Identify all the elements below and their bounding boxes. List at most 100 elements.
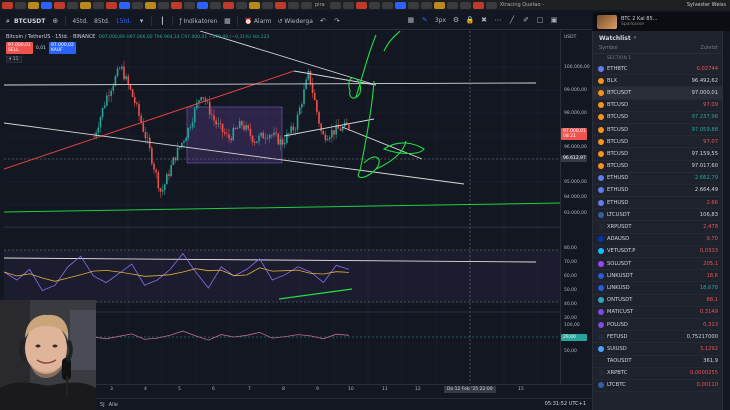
browser-tab[interactable] [262, 1, 273, 9]
support-green-line[interactable] [3, 202, 561, 213]
column-symbol[interactable]: Symbol [599, 45, 618, 51]
watchlist-row[interactable]: BTCUSD 97.09 [593, 100, 722, 112]
eraser-icon[interactable]: □ [536, 16, 544, 24]
browser-tab[interactable] [485, 1, 497, 9]
browser-tab[interactable] [381, 1, 393, 9]
browser-tab[interactable] [275, 1, 286, 9]
symbol-search[interactable]: ⌕ BTCUSDT [4, 17, 45, 25]
sell-button[interactable]: 97.000,01 SELL [6, 42, 33, 54]
timeframe-button-active[interactable]: 15td. [115, 17, 132, 25]
resistance-horizontal-line[interactable] [3, 82, 537, 86]
wedge-upper-line[interactable] [293, 70, 377, 86]
hand-drawn-arrow[interactable] [383, 30, 401, 52]
browser-tab[interactable] [119, 1, 130, 9]
watchlist-row[interactable]: ADAUSD 0,70 [593, 234, 722, 246]
watchlist-row[interactable]: TAOUSDT 361,9 [593, 356, 722, 368]
descending-trendline-upper[interactable] [199, 30, 377, 86]
watchlist-row[interactable]: LTCUSDT 106,83 [593, 209, 722, 222]
browser-tab[interactable] [288, 1, 299, 9]
watchlist-row[interactable]: BTCUSD 97.159,55 [593, 148, 722, 161]
watchlist-row[interactable]: BTCUSD 97.017,60 [593, 161, 722, 173]
browser-tab[interactable] [459, 1, 471, 9]
browser-tab[interactable] [368, 1, 380, 9]
image-icon[interactable]: ▣ [550, 16, 558, 24]
alert-button[interactable]: ⏰ Alarm [244, 17, 272, 25]
price-chart[interactable] [3, 30, 561, 384]
range-all-button[interactable]: Alle [108, 401, 118, 408]
clock[interactable]: 05:31:52 UTC+1 [544, 401, 586, 407]
redo-icon[interactable]: ↷ [334, 17, 340, 25]
watchlist-row[interactable]: BTCUSD 97.07 [593, 136, 722, 149]
watchlist-row[interactable]: LINKUSD 18,678 [593, 282, 722, 295]
browser-tab[interactable] [80, 1, 91, 9]
browser-tab[interactable] [28, 1, 39, 9]
browser-tab[interactable] [184, 1, 195, 9]
browser-tab[interactable] [197, 1, 208, 9]
watchlist-row[interactable]: MATICUST 0,3149 [593, 307, 722, 319]
browser-tab[interactable] [158, 1, 169, 9]
watchlist-row[interactable]: ONTUSDT 88,1 [593, 295, 722, 307]
timeframe-button[interactable]: 45td. [72, 17, 89, 25]
watchlist-row[interactable]: ETHUSD 2.664,49 [593, 185, 722, 198]
consolidation-rectangle[interactable] [186, 106, 283, 164]
browser-tab[interactable] [171, 1, 182, 9]
browser-tab[interactable] [472, 1, 484, 9]
browser-tab[interactable] [329, 1, 341, 9]
watchlist-row[interactable]: LINKUSDT 18,6 [593, 270, 722, 283]
grid-icon[interactable]: ▦ [407, 16, 415, 24]
lock-icon[interactable]: 🔒 [465, 16, 475, 24]
browser-tab[interactable] [15, 1, 26, 9]
stroke-width-select[interactable]: 3px [434, 16, 446, 24]
watchlist-row[interactable]: BTCUSD 97.059,88 [593, 124, 722, 137]
watchlist-row[interactable]: SUIUSD 3,1292 [593, 343, 722, 356]
indicators-collapse-toggle[interactable]: ▾ 11 [6, 56, 22, 63]
range-5y-button[interactable]: 5J [100, 401, 105, 408]
watchlist-row[interactable]: VETUSDT.P 0,0333 [593, 246, 722, 258]
browser-tab[interactable] [223, 1, 234, 9]
browser-tab-label[interactable]: Xtracing Quetao - [499, 2, 544, 8]
indicators-button[interactable]: ƒ Indikatoren [179, 17, 218, 25]
browser-tab[interactable] [41, 1, 52, 9]
user-profile-label[interactable]: Sylvester Weiss [686, 2, 726, 8]
undo-icon[interactable]: ↶ [320, 17, 326, 25]
watchlist-row[interactable]: LTCBTC 0,00110 [593, 380, 722, 393]
browser-tab[interactable] [355, 1, 367, 9]
browser-tab[interactable] [236, 1, 247, 9]
settings-icon[interactable]: ⚙ [452, 16, 460, 24]
pen-icon[interactable]: ✐ [523, 16, 529, 24]
watchlist-row[interactable]: BLX 96.492,62 [593, 75, 722, 88]
red-trendline[interactable] [3, 70, 295, 170]
pencil-icon[interactable]: ✎ [421, 16, 428, 24]
watchlist-row[interactable]: XRPUSDT 2,478 [593, 221, 722, 234]
browser-tab[interactable] [420, 1, 432, 9]
browser-tab[interactable] [301, 1, 312, 9]
notification-card[interactable]: BTC 2 Kal 85... Sparkasse [593, 12, 730, 31]
column-last[interactable]: Zuletzt [700, 45, 718, 51]
watchlist-row[interactable]: POLUSD 0,313 [593, 319, 722, 332]
trash-icon[interactable]: ✖ [481, 16, 487, 24]
descending-trendline-lower[interactable] [3, 122, 465, 185]
price-scale[interactable]: USDT 100.000,00 99.000,00 98.000,00 96.0… [560, 31, 592, 384]
watchlist-row[interactable]: ETHUSD 2.66 [593, 197, 722, 210]
hand-drawn-annotation[interactable] [348, 34, 425, 179]
chevron-down-icon[interactable]: ▾ [139, 17, 144, 25]
brush-icon[interactable]: ╱ [509, 16, 515, 24]
rsi-divergence-line[interactable] [278, 288, 353, 300]
watchlist-row[interactable]: ETHUSD 2.662,79 [593, 173, 722, 185]
watchlist-row[interactable]: BTCUSDT 97.000,01 [593, 87, 722, 100]
browser-tab[interactable] [342, 1, 354, 9]
browser-tab[interactable] [249, 1, 260, 9]
browser-tab[interactable] [106, 1, 117, 9]
browser-tab[interactable] [407, 1, 419, 9]
templates-icon[interactable]: ▦ [224, 17, 231, 25]
buy-button[interactable]: 97.000,02 KAUF [48, 42, 76, 54]
browser-tab[interactable] [2, 1, 13, 9]
compare-plus-icon[interactable]: ⊕ [52, 17, 59, 25]
watchlist-section-header[interactable]: SECTION 1 [607, 56, 632, 61]
browser-tab[interactable] [210, 1, 221, 9]
browser-tab[interactable] [132, 1, 143, 9]
watchlist-row[interactable]: ETHBTC 0,02744 [593, 63, 722, 76]
browser-tab[interactable] [93, 1, 104, 9]
browser-tab[interactable] [54, 1, 65, 9]
browser-tab[interactable] [446, 1, 458, 9]
